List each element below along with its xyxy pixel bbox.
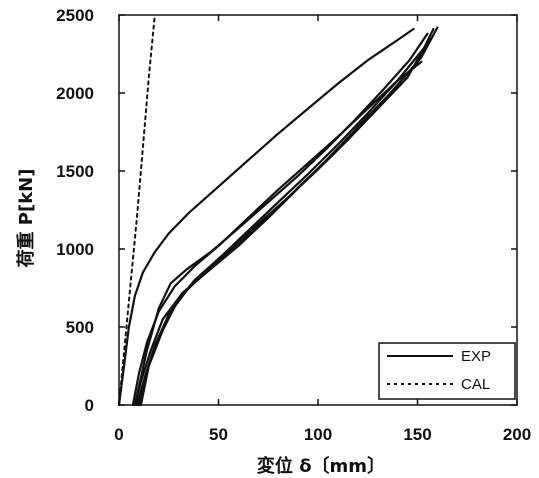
x-tick-label-0: 0 [114,425,123,444]
x-tick-label-100: 100 [304,425,332,444]
x-tick-label-150: 150 [403,425,431,444]
legend: EXP CAL [378,342,516,400]
series-line-exp-6 [133,32,429,407]
x-axis-label: 変位 δ〔mm〕 [257,455,385,477]
x-tick-label-200: 200 [503,425,531,444]
y-tick-label-2000: 2000 [56,84,94,103]
legend-box [378,342,516,400]
y-tick-label-1500: 1500 [56,162,94,181]
legend-label-cal: CAL [461,376,490,393]
y-tick-label-2500: 2500 [56,6,94,25]
legend-label-exp: EXP [461,348,491,365]
series-line-exp-0 [117,27,415,407]
y-tick-label-0: 0 [85,396,94,415]
x-tick-label-50: 50 [209,425,228,444]
y-axis-label: 荷重 P[kN] [15,169,37,268]
y-tick-label-500: 500 [66,318,94,337]
y-tick-label-1000: 1000 [56,240,94,259]
series-line-exp-5 [139,37,431,407]
series-layer [117,14,439,407]
series-line-cal-7 [118,14,156,406]
